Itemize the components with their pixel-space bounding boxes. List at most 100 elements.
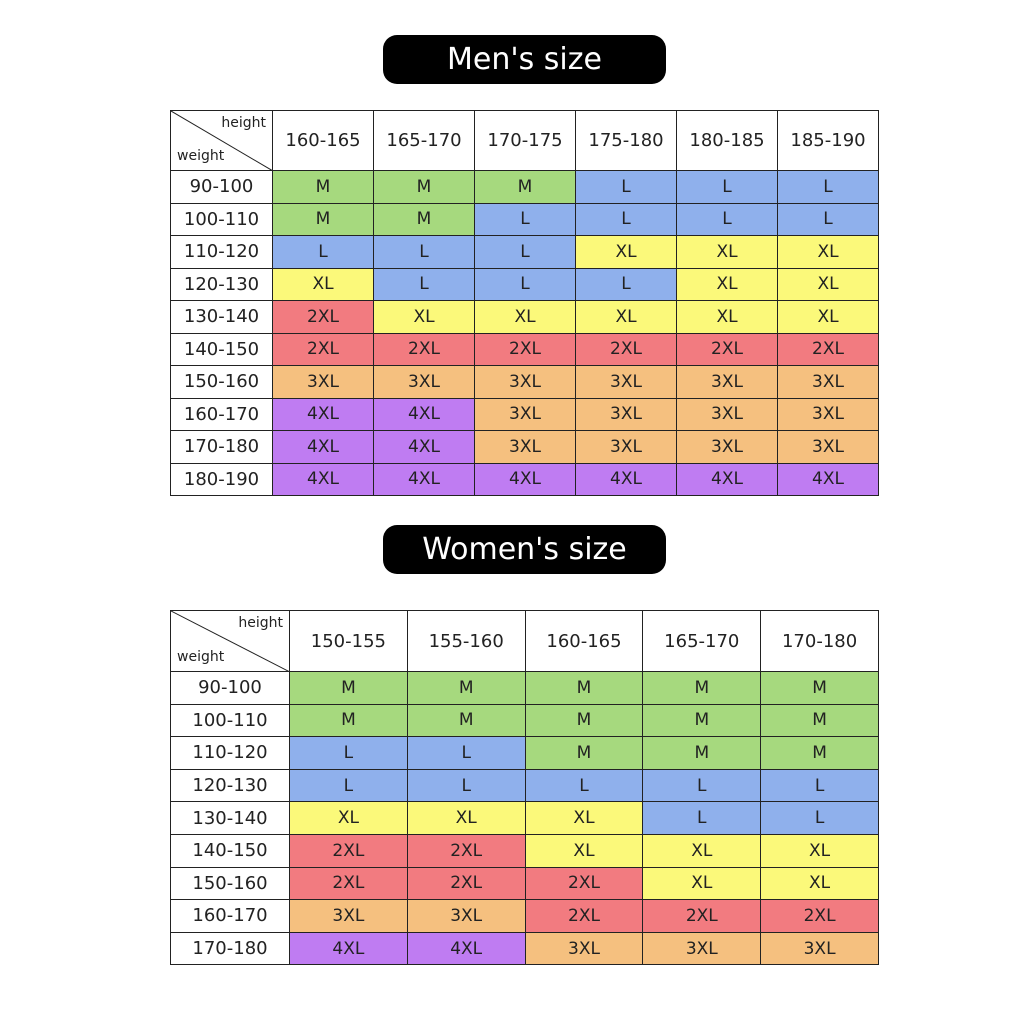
diagonal-line [171,111,273,171]
size-cell: M [524,703,644,738]
size-cell: 3XL [474,397,576,431]
size-cell: L [777,202,879,236]
size-cell: L [575,202,677,236]
size-cell: M [272,202,374,236]
size-cell: M [474,170,576,204]
size-cell: XL [289,801,408,835]
size-cell: M [524,671,644,705]
column-header: 150-155 [289,610,408,672]
row-label: 140-150 [170,332,273,366]
size-cell: 2XL [676,332,778,366]
size-cell: M [760,736,879,770]
size-cell: 3XL [575,365,677,399]
size-cell: 4XL [272,462,374,496]
row-label: 180-190 [170,462,273,496]
size-cell: 3XL [406,899,526,933]
size-cell: 3XL [760,931,879,966]
size-cell: 2XL [272,300,374,334]
size-cell: 4XL [676,462,778,496]
row-label: 90-100 [170,170,273,204]
size-cell: 3XL [373,365,475,399]
size-cell: 2XL [760,899,879,933]
size-cell: 3XL [272,365,374,399]
size-cell: L [642,768,762,803]
size-cell: 3XL [676,365,778,399]
size-cell: XL [575,300,677,334]
size-cell: 4XL [575,462,677,496]
size-cell: L [406,768,526,803]
size-cell: M [406,703,526,738]
size-cell: 4XL [289,931,408,966]
size-cell: 3XL [676,397,778,431]
size-cell: 4XL [272,430,374,464]
size-cell: 3XL [777,365,879,399]
row-label: 100-110 [170,703,290,738]
row-label: 130-140 [170,300,273,334]
size-cell: 4XL [272,397,374,431]
size-cell: XL [676,300,778,334]
column-header: 165-170 [373,110,475,171]
size-cell: XL [676,267,778,301]
size-cell: XL [272,267,374,301]
column-header: 185-190 [777,110,879,171]
size-cell: M [642,671,762,705]
size-cell: M [642,736,762,770]
size-cell: 2XL [289,866,408,901]
size-cell: XL [777,267,879,301]
row-label: 150-160 [170,866,290,901]
size-cell: L [760,801,879,835]
size-cell: 4XL [373,397,475,431]
size-cell: L [474,202,576,236]
size-cell: L [406,736,526,770]
row-label: 120-130 [170,267,273,301]
size-cell: 3XL [575,397,677,431]
column-header: 180-185 [676,110,778,171]
size-cell: XL [760,866,879,901]
size-cell: L [676,170,778,204]
size-cell: XL [474,300,576,334]
size-cell: 3XL [289,899,408,933]
corner-cell: height weight [170,110,273,171]
size-cell: XL [642,834,762,868]
size-cell: 3XL [474,365,576,399]
size-cell: 4XL [777,462,879,496]
size-cell: L [777,170,879,204]
size-cell: M [373,202,475,236]
size-cell: L [373,267,475,301]
diagonal [171,611,290,672]
size-cell: 2XL [289,834,408,868]
size-cell: 4XL [373,462,475,496]
size-cell: 3XL [575,430,677,464]
size-cell: L [474,235,576,269]
size-cell: 2XL [642,899,762,933]
size-cell: L [272,235,374,269]
size-cell: XL [524,834,644,868]
size-cell: XL [760,834,879,868]
size-cell: M [289,671,408,705]
row-label: 130-140 [170,801,290,835]
size-cell: 2XL [575,332,677,366]
size-cell: 3XL [777,430,879,464]
size-cell: M [272,170,374,204]
size-cell: 2XL [406,834,526,868]
row-label: 120-130 [170,768,290,803]
size-cell: 4XL [474,462,576,496]
size-cell: L [474,267,576,301]
column-header: 170-175 [474,110,576,171]
diagonal-line [171,611,290,672]
corner-bottom: weight [177,148,225,164]
size-cell: 4XL [406,931,526,966]
size-cell: 4XL [373,430,475,464]
size-cell: 3XL [524,931,644,966]
size-cell: L [575,267,677,301]
row-label: 140-150 [170,834,290,868]
section-title: Women's size [383,525,666,574]
size-cell: M [289,703,408,738]
size-cell: 2XL [777,332,879,366]
size-cell: 3XL [777,397,879,431]
corner-top: height [238,615,283,631]
row-label: 90-100 [170,671,290,705]
size-cell: M [760,703,879,738]
size-cell: M [406,671,526,705]
